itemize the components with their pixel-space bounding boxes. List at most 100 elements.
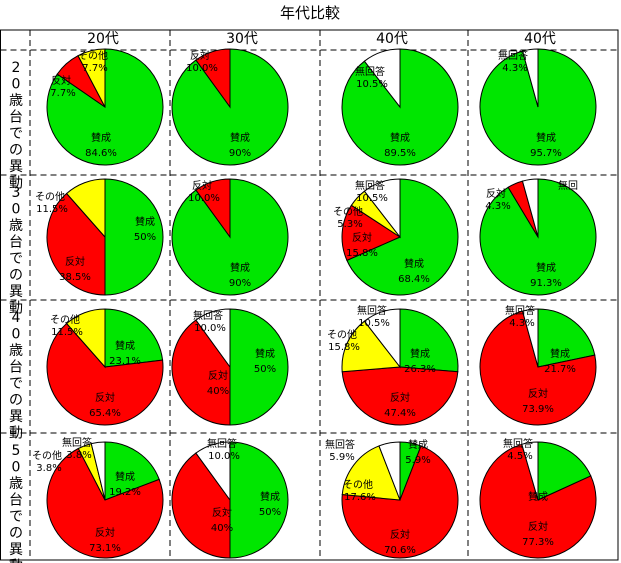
pie-slice-no [46, 322, 164, 426]
row-label-char: 台 [9, 110, 23, 126]
slice-value-label: 84.6% [85, 148, 117, 159]
column-header: 40代 [524, 31, 556, 47]
slice-name-label: その他 [35, 190, 65, 203]
slice-value-label: 10.0% [188, 193, 220, 204]
slice-name-label: 無回答 [355, 65, 385, 78]
slice-value-label: 38.5% [59, 272, 91, 283]
pie-slice-noans [363, 308, 401, 369]
pie-slice-yes [229, 441, 289, 559]
column-header: 40代 [376, 31, 408, 47]
slice-name-label: 反対 [528, 520, 548, 533]
row-label-char: 異 [9, 409, 23, 425]
slice-name-label: 賛成 [536, 261, 556, 274]
column-header: 30代 [226, 31, 258, 47]
pie-slice-other [341, 320, 401, 373]
slice-value-label: 7.7% [50, 88, 75, 99]
pie-slice-no [171, 319, 231, 426]
pies: 賛成84.6%反対7.7%その他7.7%賛成90%反対10.0%賛成89.5%無… [32, 48, 597, 559]
pie-slice-noans [521, 178, 539, 238]
slice-value-label: 77.3% [522, 537, 554, 548]
row-label-char: の [9, 526, 23, 542]
slice-value-label: 40% [207, 386, 229, 397]
slice-name-label: 賛成 [410, 347, 430, 360]
slice-name-label: 反対 [65, 255, 85, 268]
row-label-char: 2 [12, 60, 21, 76]
slice-name-label: 賛成 [135, 215, 155, 228]
column-header: 20代 [87, 31, 119, 47]
pie-slice-yes [537, 308, 596, 368]
pie-slice-yes [399, 308, 459, 373]
slice-value-label: 11.5% [51, 327, 83, 338]
slice-name-label: 無回答 [498, 49, 528, 62]
row-label-char: の [9, 143, 23, 159]
slice-value-label: 50% [259, 507, 281, 518]
pie-slice-yes [46, 48, 164, 166]
slice-name-label: 賛成 [528, 490, 548, 503]
pie-slice-no [479, 443, 597, 559]
slice-name-label: 賛成 [536, 131, 556, 144]
pie-slice-noans [378, 441, 401, 501]
slice-name-label: 無回答 [505, 304, 535, 317]
slice-name-label: 賛成 [255, 347, 275, 360]
slice-name-label: その他 [78, 49, 108, 62]
row-label-char: 動 [9, 559, 23, 563]
pie-slice-noans [521, 441, 539, 501]
slice-name-label: 反対 [51, 74, 71, 87]
slice-value-label: 10.5% [356, 193, 388, 204]
pie-slice-yes [229, 308, 289, 426]
row-label-char: 歳 [9, 93, 23, 109]
slice-name-label: 反対 [212, 506, 232, 519]
slice-name-label: 無回答 [62, 436, 92, 449]
row-label-char: 0 [12, 460, 21, 476]
pie-slice-yes [104, 308, 164, 368]
slice-name-label: 無回答 [357, 304, 387, 317]
row-label-char: 動 [9, 301, 23, 317]
slice-name-label: 無回答 [193, 309, 223, 322]
slice-value-label: 7.7% [82, 63, 107, 74]
slice-value-label: 70.6% [384, 545, 416, 556]
slice-name-label: 無回答 [207, 437, 237, 450]
slice-value-label: 23.1% [109, 356, 141, 367]
pie-slice-yes [537, 441, 592, 501]
slice-name-label: 反対 [352, 231, 372, 244]
slice-name-label: 反対 [95, 526, 115, 539]
pie-slice-yes [346, 178, 459, 296]
pie-slice-noans [90, 441, 106, 501]
slice-value-label: 11.5% [36, 204, 68, 215]
slice-value-label: 17.6% [344, 492, 376, 503]
slice-value-label: 10.0% [208, 451, 240, 462]
slice-value-label: 90% [229, 278, 251, 289]
pie-slice-noans [363, 178, 401, 239]
slice-value-label: 73.1% [89, 543, 121, 554]
row-label-char: で [9, 376, 23, 392]
slice-value-label: 91.3% [530, 278, 562, 289]
slice-name-label: 反対 [190, 49, 210, 62]
pie-slice-yes [104, 178, 164, 296]
slice-value-label: 15.8% [346, 248, 378, 259]
slice-name-label: 反対 [390, 391, 410, 404]
slice-value-label: 15.8% [328, 342, 360, 353]
pie: 賛成 91.3% 反対4.3% 無回 [479, 178, 597, 296]
slice-value-label: 3.8% [66, 450, 91, 461]
row-label-char: で [9, 509, 23, 525]
slice-value-label: 26.3% [404, 364, 436, 375]
pie-slice-noans [521, 308, 539, 368]
pie-slice-yes [104, 441, 160, 501]
slice-value-label: 21.7% [544, 364, 576, 375]
row-label-char: で [9, 126, 23, 142]
slice-name-label: 反対 [95, 391, 115, 404]
row-label-char: 台 [9, 360, 23, 376]
pie-slice-noans [521, 48, 539, 108]
slice-value-label: 50% [134, 232, 156, 243]
slice-name-label: 賛成 [260, 490, 280, 503]
